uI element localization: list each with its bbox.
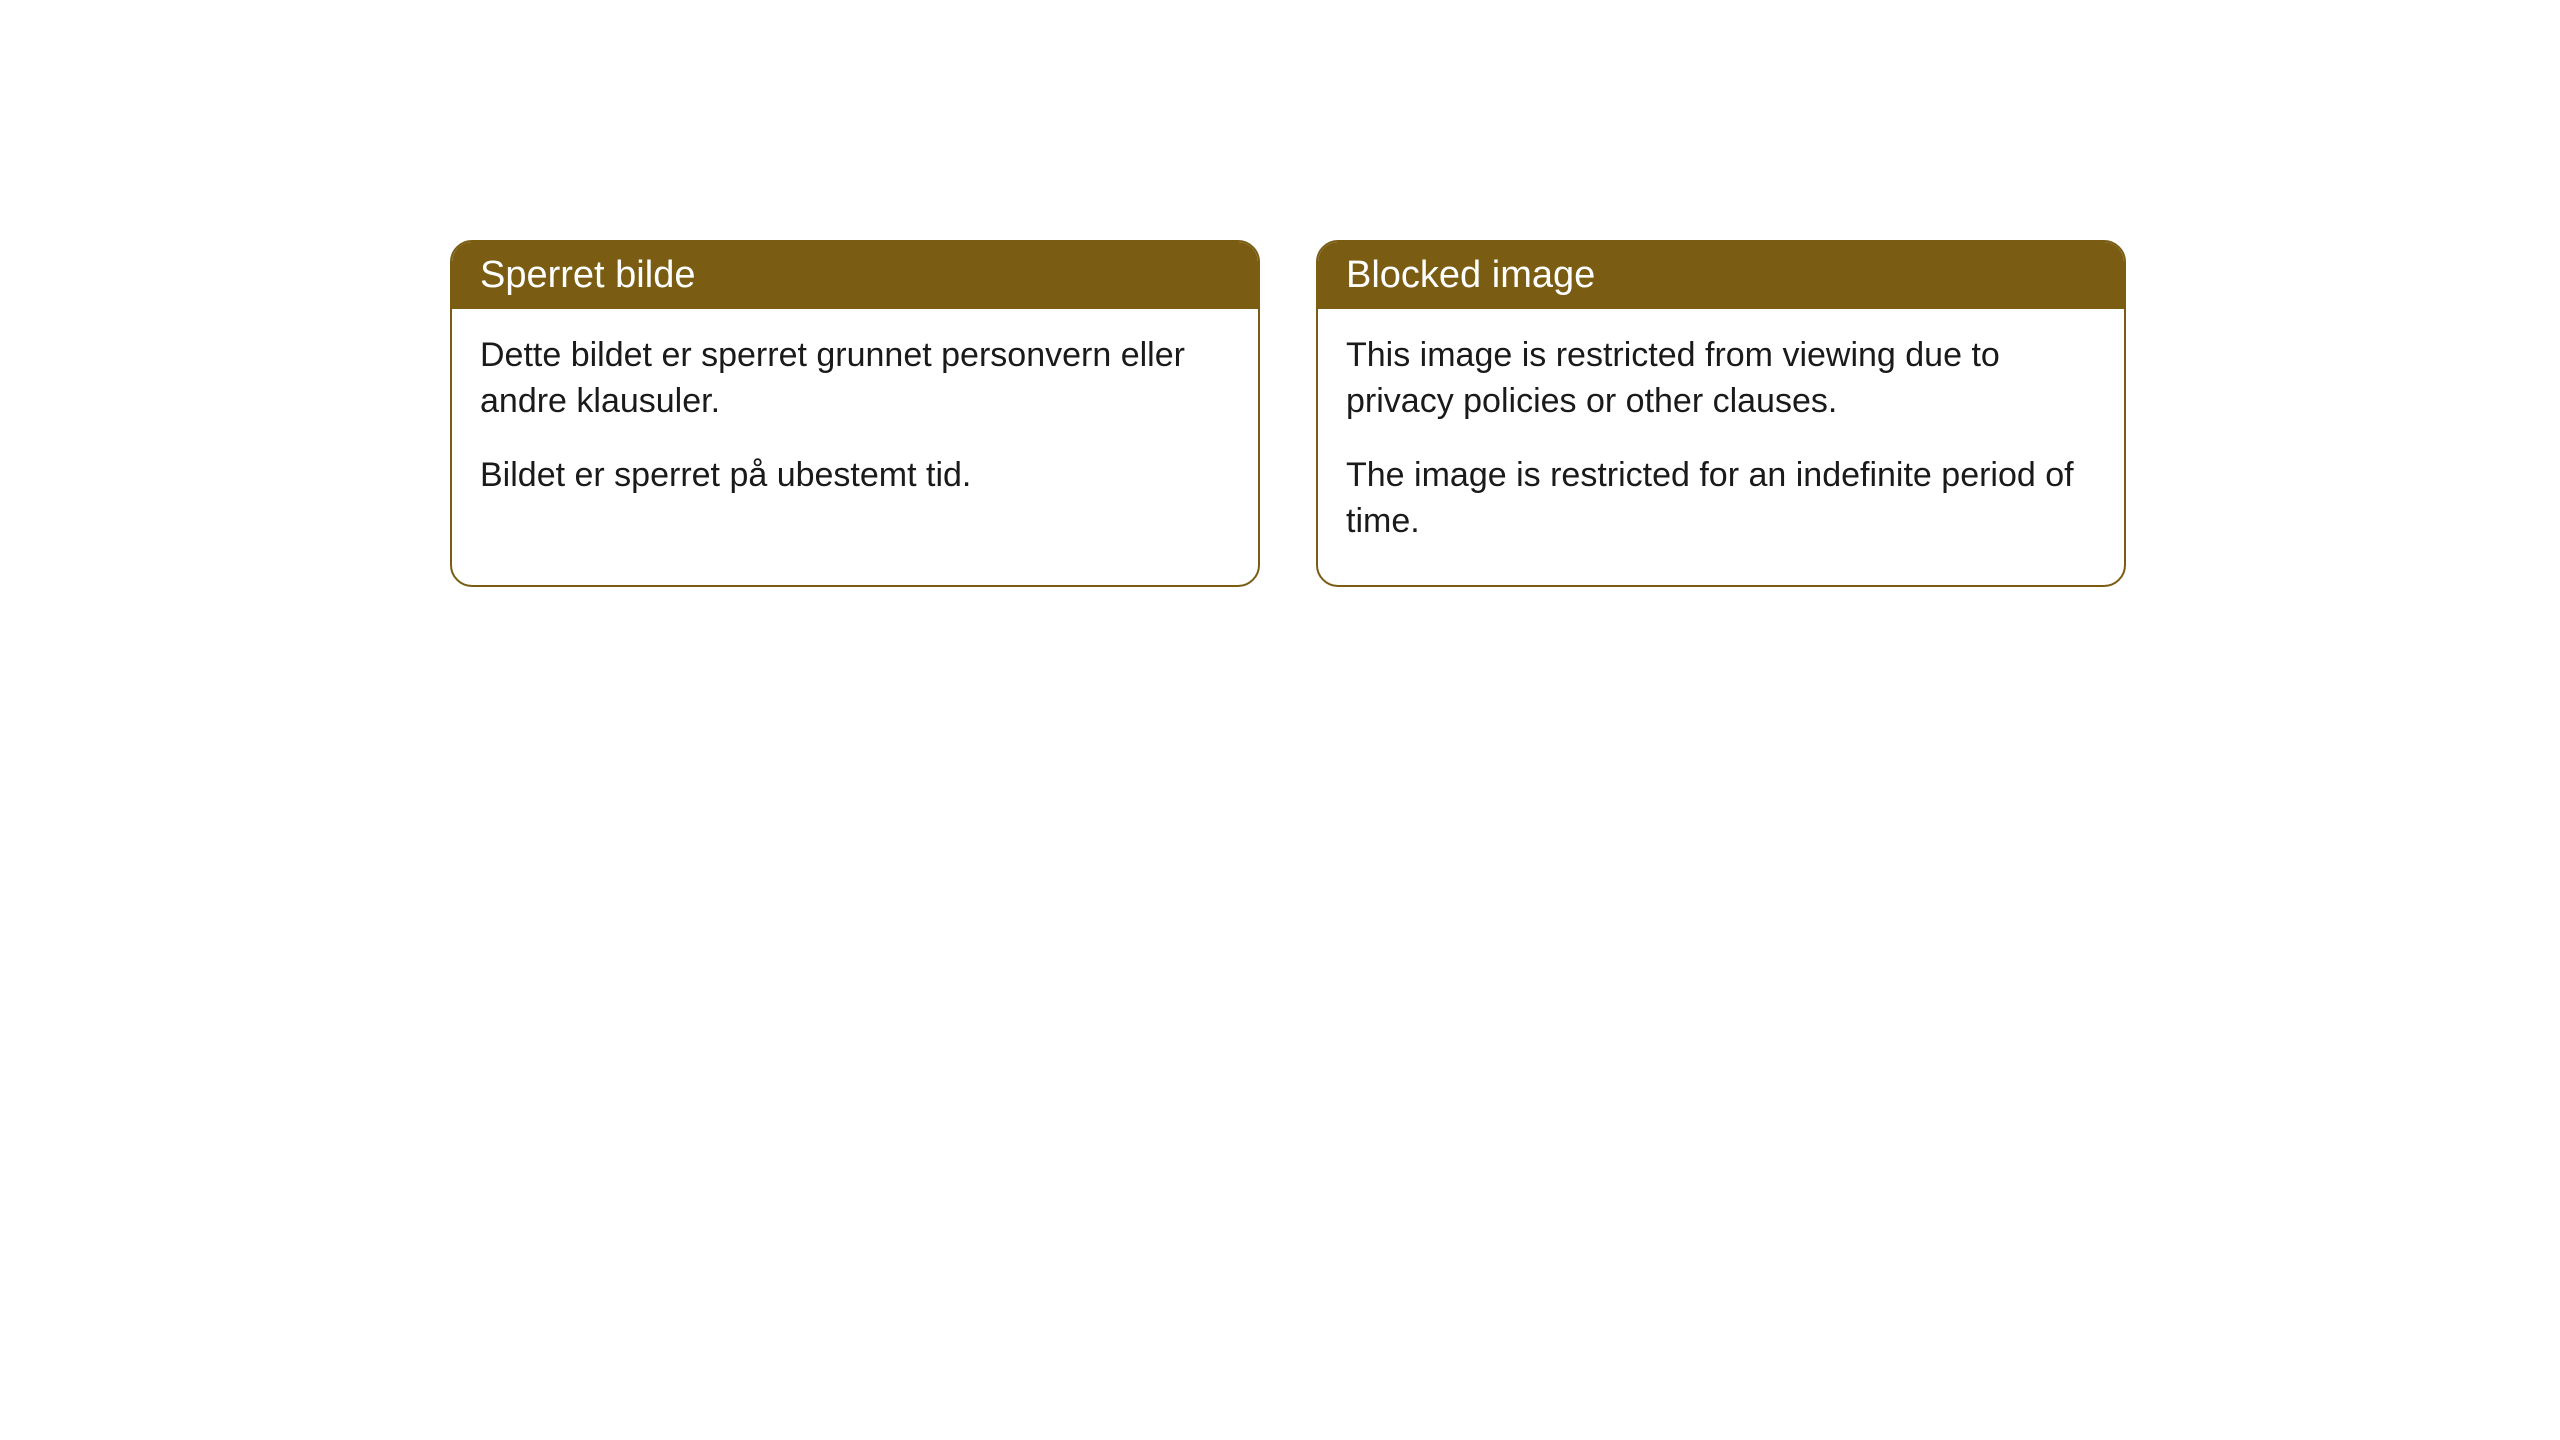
card-title: Sperret bilde xyxy=(452,242,1258,309)
card-body: Dette bildet er sperret grunnet personve… xyxy=(452,309,1258,539)
card-paragraph: The image is restricted for an indefinit… xyxy=(1346,453,2096,545)
blocked-image-card-norwegian: Sperret bilde Dette bildet er sperret gr… xyxy=(450,240,1260,587)
card-title: Blocked image xyxy=(1318,242,2124,309)
card-paragraph: Dette bildet er sperret grunnet personve… xyxy=(480,333,1230,425)
card-paragraph: This image is restricted from viewing du… xyxy=(1346,333,2096,425)
card-body: This image is restricted from viewing du… xyxy=(1318,309,2124,585)
card-paragraph: Bildet er sperret på ubestemt tid. xyxy=(480,453,1230,499)
cards-container: Sperret bilde Dette bildet er sperret gr… xyxy=(0,0,2560,587)
blocked-image-card-english: Blocked image This image is restricted f… xyxy=(1316,240,2126,587)
